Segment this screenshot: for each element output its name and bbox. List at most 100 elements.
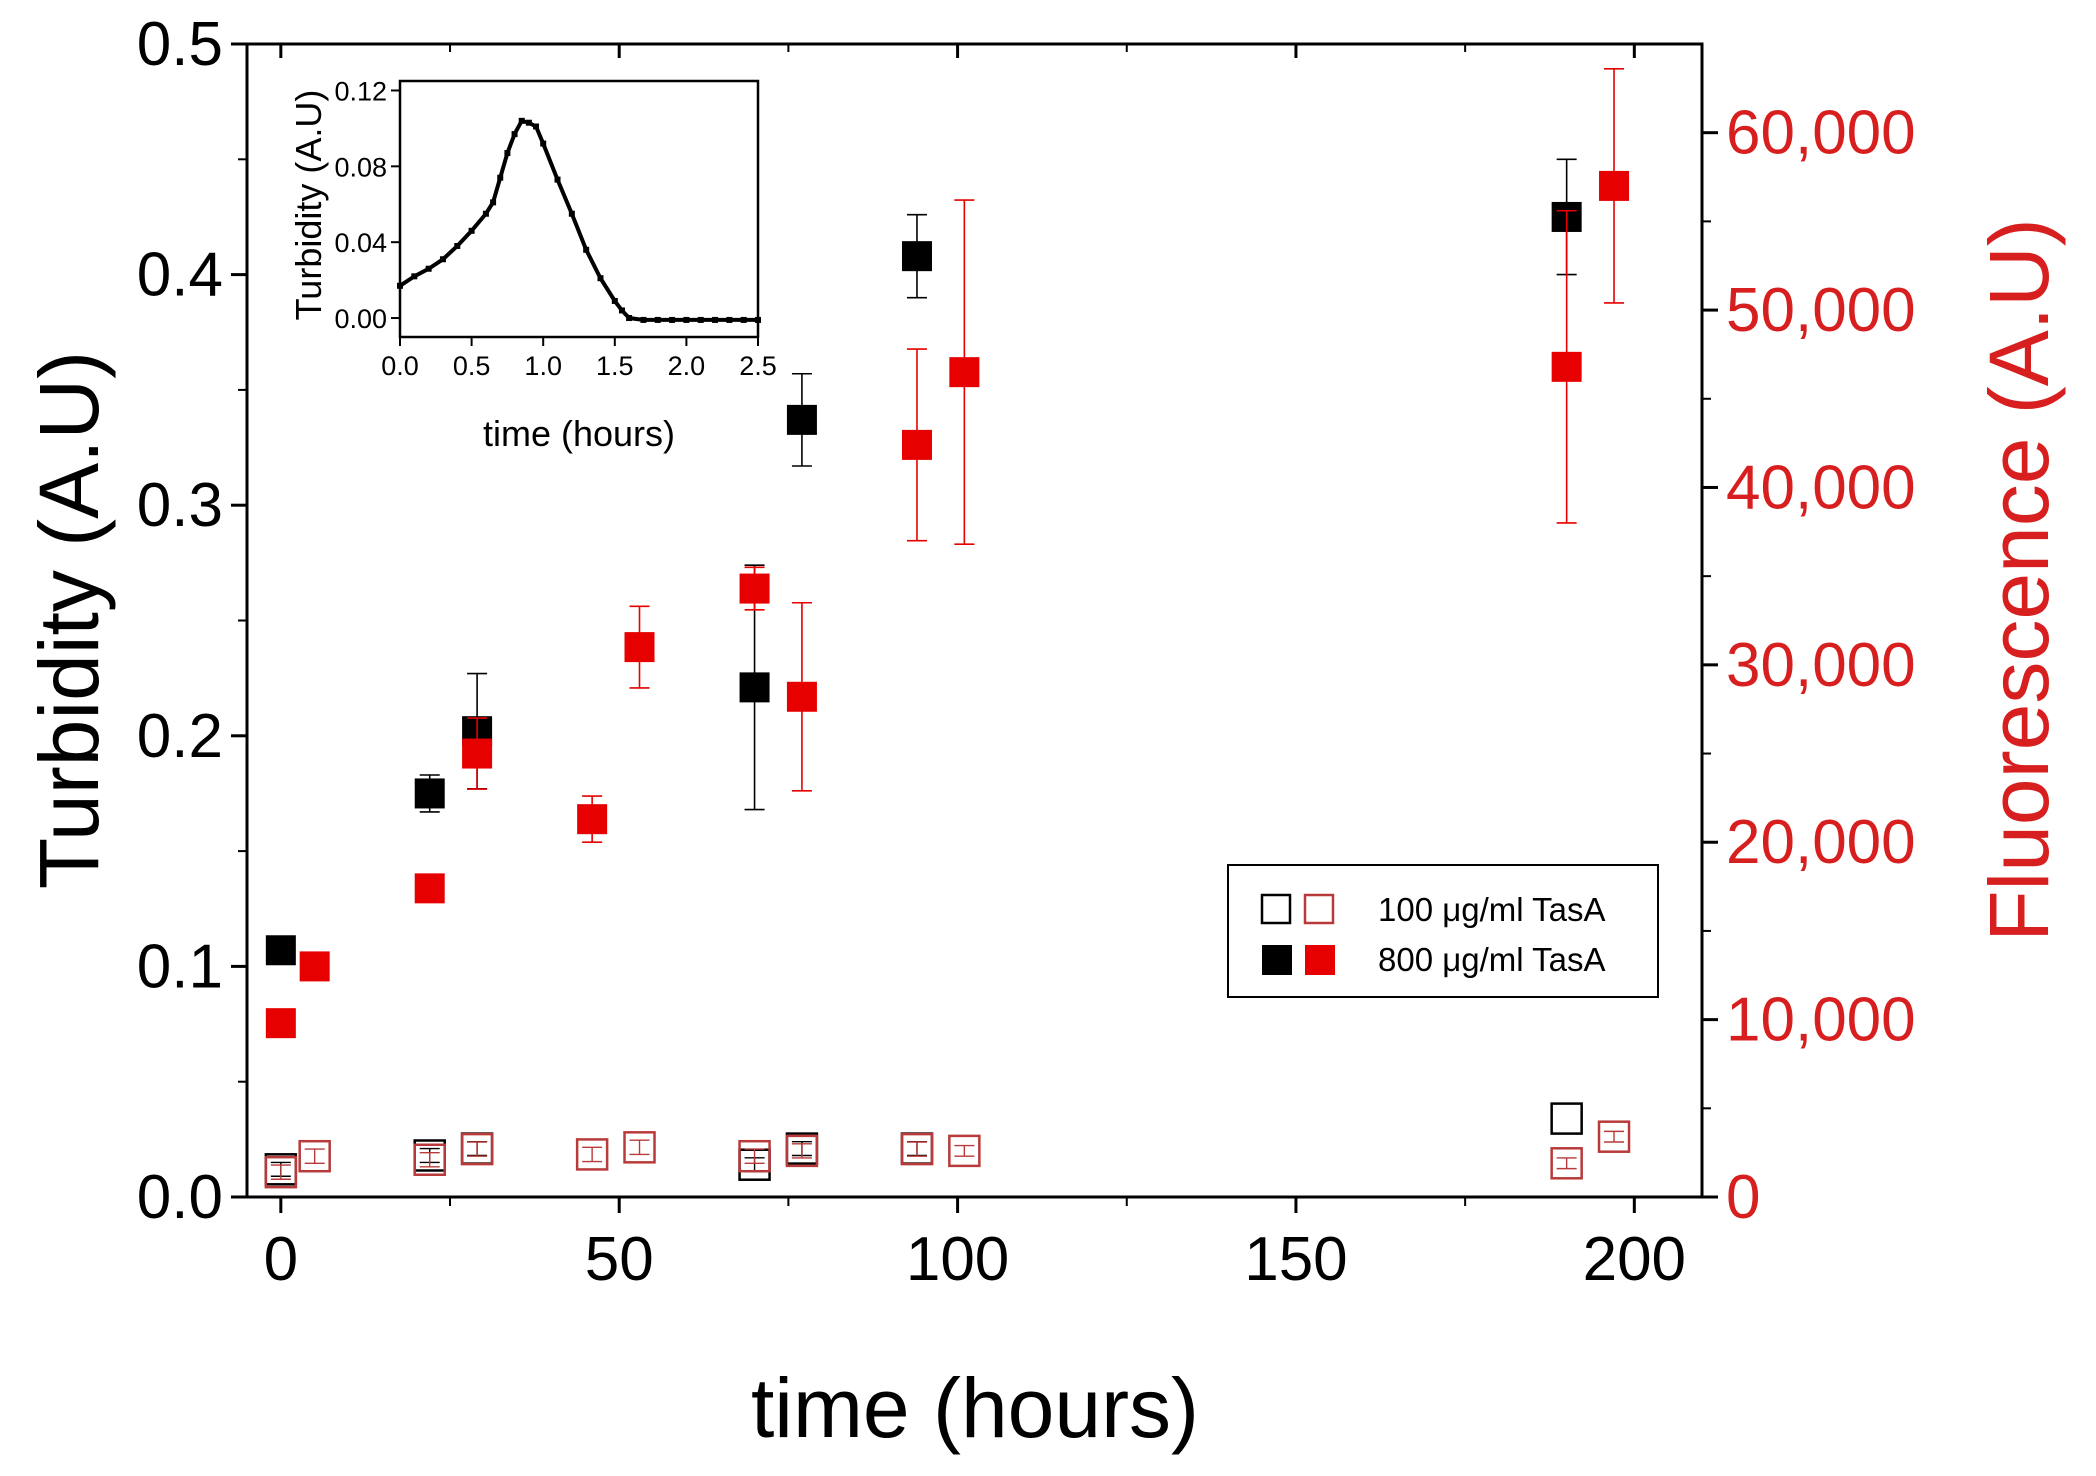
data-point [786, 681, 817, 712]
y-right-tick-label: 60,000 [1726, 99, 1916, 168]
legend-label-800: 800 μg/ml TasA [1378, 941, 1606, 978]
inset-data-point [425, 265, 432, 272]
data-series [264, 68, 1631, 1189]
inset-data-point [511, 131, 518, 138]
legend-marker-filled-black [1262, 945, 1292, 975]
data-point [738, 1139, 771, 1173]
x-axis: 0 50 100 150 200 [264, 44, 1686, 1294]
inset-data-point [411, 273, 418, 280]
data-point [414, 778, 445, 809]
y-right-tick-label: 10,000 [1726, 986, 1916, 1055]
data-point [264, 1155, 298, 1189]
inset-data-point [490, 199, 497, 206]
inset-x-tick-label: 1.0 [524, 351, 562, 381]
inset-x-tick-label: 0.5 [453, 351, 491, 381]
inset-chart: 0.0 0.5 1.0 1.5 2.0 2.5 0.00 0.04 0.08 0.12 time … [288, 76, 777, 454]
y-right-tick-label: 50,000 [1726, 276, 1916, 345]
data-point [1597, 1120, 1631, 1153]
x-tick-label: 100 [906, 1225, 1009, 1294]
x-tick-label: 200 [1583, 1225, 1686, 1294]
y-right-tick-label: 40,000 [1726, 453, 1916, 522]
y-left-tick-label: 0.4 [137, 241, 223, 310]
inset-axes: 0.0 0.5 1.0 1.5 2.0 2.5 0.00 0.04 0.08 0.12 [334, 76, 776, 381]
inset-data-point [755, 316, 761, 323]
inset-data-point [468, 227, 475, 234]
data-point [1599, 170, 1630, 201]
data-point [298, 1139, 331, 1173]
y-axis-right-title: Fluorescence (A.U) [1972, 218, 2066, 942]
inset-series [397, 117, 761, 323]
x-tick-label: 0 [264, 1225, 298, 1294]
data-point [462, 738, 493, 769]
inset-y-tick-label: 0.08 [334, 152, 387, 182]
y-left-tick-label: 0.5 [137, 10, 223, 79]
inset-data-point [439, 256, 446, 263]
inset-data-point [533, 123, 540, 130]
y-left-tick-label: 0.0 [137, 1163, 223, 1232]
legend-marker-open-black [1260, 893, 1292, 925]
data-point [1550, 1102, 1583, 1135]
data-point [414, 873, 445, 904]
inset-x-tick-label: 2.0 [668, 351, 706, 381]
inset-x-axis-title: time (hours) [483, 413, 675, 454]
data-point [948, 1134, 981, 1168]
inset-data-point [554, 176, 561, 183]
y-left-tick-label: 0.2 [137, 702, 223, 771]
y-axis-right: 0 10,000 20,000 30,000 40,000 50,000 60,000 [1702, 99, 1916, 1232]
inset-data-point [397, 282, 403, 289]
inset-data-point [518, 117, 525, 124]
data-point [1551, 351, 1582, 382]
inset-data-point [568, 210, 575, 217]
inset-x-tick-label: 0.0 [381, 351, 419, 381]
inset-x-tick-label: 1.5 [596, 351, 634, 381]
inset-data-point [497, 174, 504, 181]
y-axis-left-title: Turbidity (A.U) [22, 351, 116, 889]
data-point [900, 1132, 934, 1166]
data-point [575, 1138, 609, 1171]
x-tick-label: 50 [585, 1225, 654, 1294]
data-point [785, 1134, 819, 1168]
x-axis-title: time (hours) [751, 1361, 1199, 1455]
inset-data-point [454, 242, 461, 249]
y-right-tick-label: 0 [1726, 1163, 1760, 1232]
series-open-right [264, 1120, 1631, 1189]
data-point [1550, 1147, 1583, 1180]
y-right-tick-label: 30,000 [1726, 631, 1916, 700]
data-point [577, 804, 608, 835]
inset-y-tick-label: 0.12 [334, 76, 387, 106]
data-point [460, 1132, 494, 1166]
inset-data-point [669, 316, 676, 323]
y-left-tick-label: 0.1 [137, 932, 223, 1001]
data-point [739, 573, 770, 604]
inset-y-tick-label: 0.04 [334, 228, 387, 258]
data-point [299, 951, 330, 982]
inset-y-tick-label: 0.00 [334, 304, 387, 334]
inset-data-point [640, 316, 647, 323]
y-right-tick-label: 20,000 [1726, 808, 1916, 877]
legend-marker-open-red [1303, 893, 1335, 925]
data-point [413, 1143, 446, 1176]
data-point [739, 672, 770, 703]
series-filled-right [265, 68, 1630, 1039]
data-point [623, 1131, 656, 1164]
inset-data-point [626, 315, 633, 322]
data-point [624, 632, 655, 663]
x-tick-label: 150 [1244, 1225, 1347, 1294]
legend-label-100: 100 μg/ml TasA [1378, 891, 1606, 928]
inset-data-point [697, 316, 704, 323]
data-point [901, 241, 932, 272]
inset-data-point [482, 210, 489, 217]
inset-y-axis-title: Turbidity (A.U) [288, 90, 329, 321]
inset-data-point [583, 246, 590, 253]
inset-data-point [683, 316, 690, 323]
inset-data-point [712, 316, 719, 323]
legend-box [1227, 864, 1659, 998]
y-axis-left: 0.0 0.1 0.2 0.3 0.4 0.5 [137, 10, 247, 1232]
inset-data-point [654, 316, 661, 323]
inset-data-point [540, 140, 547, 147]
inset-data-point [740, 316, 747, 323]
data-point [265, 1008, 296, 1039]
data-point [901, 429, 932, 460]
y-left-tick-label: 0.3 [137, 471, 223, 540]
